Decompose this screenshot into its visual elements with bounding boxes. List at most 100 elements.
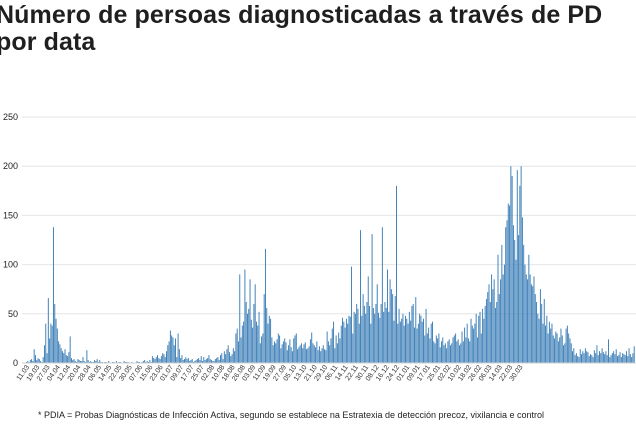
bar [249,279,251,363]
bar [557,341,559,363]
bar [357,308,359,363]
bar [586,351,588,363]
bar [353,311,355,363]
bar [308,346,310,363]
bar [82,357,84,363]
bar [304,342,306,363]
bar [65,355,67,363]
bar [435,335,437,363]
bar [555,331,557,363]
bar [582,351,584,363]
bar [443,345,445,363]
bar [108,361,110,363]
bar [245,301,247,363]
bar [294,335,296,363]
bar [94,360,96,363]
bar [446,348,448,363]
y-tick-label: 100 [3,260,18,270]
bar [372,307,374,363]
bar [279,335,281,363]
bar [497,254,499,363]
bar [475,313,477,363]
bar [259,343,261,363]
bar [423,318,424,363]
bar [444,343,446,363]
bar [187,358,189,363]
bar [29,360,31,363]
bar [502,274,504,363]
bar [506,220,508,363]
bar [473,328,475,363]
bar [428,327,430,363]
bar [146,361,148,363]
bar [536,301,538,363]
bar [180,358,182,363]
bar [115,361,117,363]
bar [545,325,547,363]
bar [73,359,75,363]
bar [547,333,549,363]
bar [59,344,61,363]
bar [530,284,532,363]
bar [421,321,423,363]
bar [548,321,550,363]
bar [590,354,591,363]
bar [266,307,268,363]
bar [615,349,617,363]
bar [403,325,405,363]
bar [521,217,523,363]
bar [587,352,589,363]
bar [362,294,364,363]
bar [83,361,85,363]
bar [142,361,144,363]
bar [64,349,66,363]
bar [307,348,309,363]
bar [591,355,593,363]
bar [411,305,413,363]
bar [276,339,278,363]
y-tick-label: 250 [3,112,18,122]
bar [45,323,47,363]
bar [195,360,197,363]
bar [356,303,358,363]
bar [244,269,246,363]
bar [457,339,459,363]
bar [69,336,71,363]
bar [352,333,354,363]
bar [600,353,602,363]
bar [351,266,353,363]
bar [49,338,51,363]
bar [467,338,469,363]
bar [479,311,481,363]
bar [277,333,279,363]
bar [483,318,485,363]
bar [149,360,151,363]
bar [405,315,406,363]
bar [229,352,230,363]
y-axis-ticks: 0 50 100 150 200 250 [3,112,18,368]
bar [199,360,201,363]
bar [487,292,489,363]
bar [223,351,225,363]
bar [505,227,507,363]
bar [157,355,159,363]
bar [220,355,221,363]
bar [451,343,453,363]
bar [379,317,381,363]
bar [218,360,220,363]
bar [320,351,322,363]
bar [420,315,422,363]
chart-title-line2: por data [0,28,96,56]
bar [525,274,527,363]
bar [393,320,395,363]
bar [240,337,242,363]
bar [267,323,269,363]
bar [374,313,376,363]
bar [500,279,502,363]
bar [491,274,493,363]
bar [363,305,365,363]
bar [339,338,341,363]
bar [212,361,214,363]
bar [384,301,386,363]
bar [163,354,165,363]
